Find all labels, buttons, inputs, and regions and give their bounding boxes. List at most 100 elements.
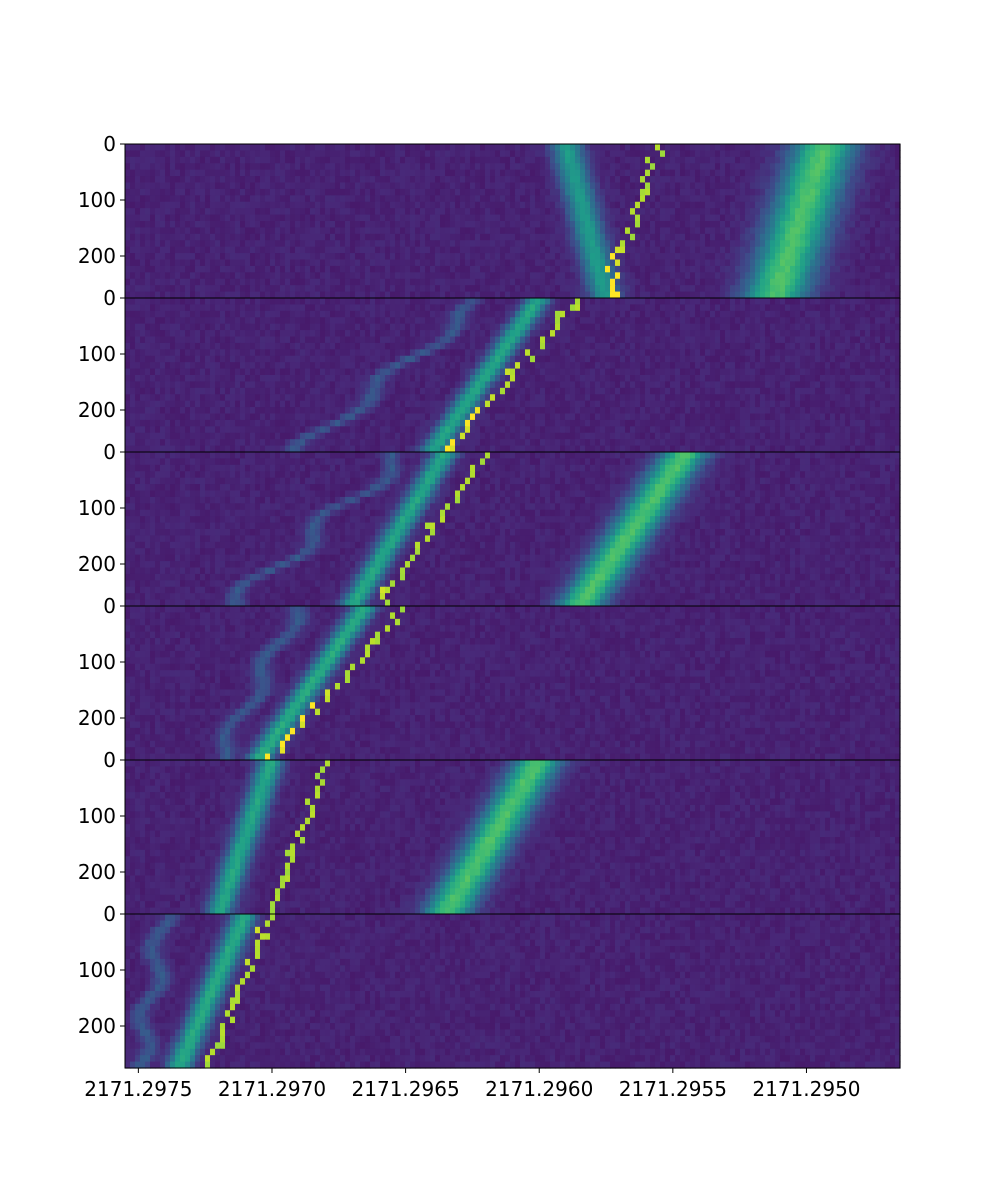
heatmap-cell [315,176,321,184]
heatmap-cell [260,182,266,190]
heatmap-cell [320,336,326,344]
heatmap-cell [665,163,671,171]
heatmap-cell [375,253,381,261]
heatmap-cell [220,227,226,235]
heatmap-cell [480,169,486,177]
heatmap-cell [210,163,216,171]
heatmap-cell [380,342,386,350]
heatmap-cell [580,163,586,171]
heatmap-cell [580,201,586,209]
heatmap-cell [295,150,301,158]
heatmap-cell [215,176,221,184]
heatmap-cell [540,214,546,222]
heatmap-cell [440,144,446,152]
heatmap-cell [605,169,611,177]
heatmap-cell [880,240,886,248]
heatmap-cell [545,201,551,209]
heatmap-cell [640,176,646,184]
heatmap-cell [135,214,141,222]
heatmap-cell [455,285,461,293]
heatmap-cell [660,285,666,293]
heatmap-cell [395,150,401,158]
heatmap-cell [255,176,261,184]
heatmap-cell [550,144,556,152]
heatmap-cell [250,336,256,344]
heatmap-cell [730,188,736,196]
heatmap-cell [785,188,791,196]
heatmap-cell [680,259,686,267]
heatmap-cell [875,278,881,286]
heatmap-cell [650,233,656,241]
heatmap-cell [865,201,871,209]
heatmap-cell [175,304,181,312]
heatmap-cell [870,317,876,325]
heatmap-cell [335,227,341,235]
heatmap-cell [610,169,616,177]
heatmap-cell [610,336,616,344]
heatmap-cell [465,150,471,158]
heatmap-cell [330,188,336,196]
heatmap-cell [430,221,436,229]
heatmap-cell [370,214,376,222]
heatmap-cell [685,156,691,164]
heatmap-cell [220,272,226,280]
heatmap-cell [295,272,301,280]
heatmap-cell [655,298,661,306]
heatmap-cell [435,182,441,190]
heatmap-cell [160,156,166,164]
heatmap-cell [645,310,651,318]
heatmap-cell [895,214,901,222]
heatmap-cell [375,291,381,299]
heatmap-cell [870,144,876,152]
heatmap-cell [170,156,176,164]
heatmap-cell [775,291,781,299]
heatmap-cell [745,298,751,306]
heatmap-cell [400,227,406,235]
heatmap-cell [705,150,711,158]
heatmap-cell [680,227,686,235]
heatmap-cell [760,144,766,152]
heatmap-cell [145,317,151,325]
heatmap-cell [530,342,536,350]
heatmap-cell [530,201,536,209]
heatmap-cell [540,298,546,306]
heatmap-cell [875,342,881,350]
heatmap-cell [350,342,356,350]
heatmap-cell [670,163,676,171]
heatmap-cell [745,330,751,338]
heatmap-cell [870,304,876,312]
heatmap-cell [455,208,461,216]
heatmap-cell [340,176,346,184]
heatmap-cell [365,253,371,261]
heatmap-cell [455,163,461,171]
heatmap-cell [220,144,226,152]
heatmap-cell [850,163,856,171]
heatmap-cell [480,336,486,344]
heatmap-cell [735,163,741,171]
heatmap-cell [185,195,191,203]
heatmap-cell [705,259,711,267]
heatmap-cell [175,285,181,293]
heatmap-cell [530,304,536,312]
heatmap-cell [210,253,216,261]
heatmap-cell [205,144,211,152]
heatmap-cell [605,176,611,184]
heatmap-cell [305,310,311,318]
heatmap-cell [875,169,881,177]
heatmap-cell [155,246,161,254]
heatmap-cell [505,227,511,235]
heatmap-cell [190,156,196,164]
heatmap-cell [185,298,191,306]
heatmap-cell [820,182,826,190]
heatmap-cell [635,265,641,273]
heatmap-cell [660,214,666,222]
heatmap-cell [195,144,201,152]
heatmap-cell [470,208,476,216]
heatmap-cell [845,278,851,286]
heatmap-cell [525,188,531,196]
heatmap-cell [375,317,381,325]
heatmap-cell [585,233,591,241]
heatmap-cell [860,285,866,293]
heatmap-cell [705,278,711,286]
heatmap-cell [240,246,246,254]
